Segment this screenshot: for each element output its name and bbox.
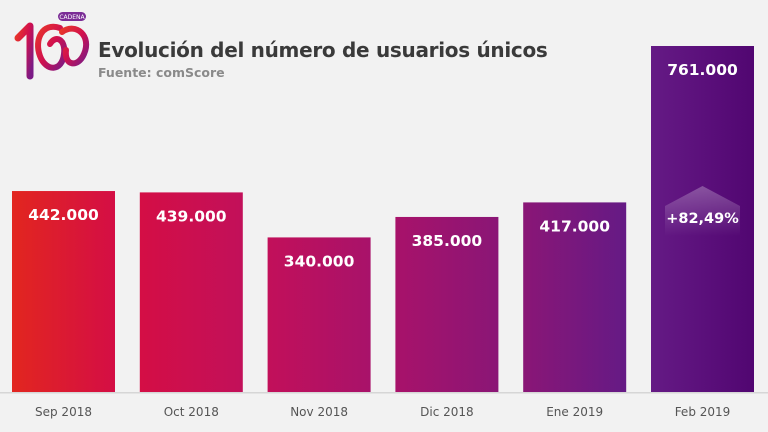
growth-arrow-icon (665, 186, 740, 236)
bar-nov-2018 (267, 237, 371, 392)
x-tick-label: Dic 2018 (420, 405, 474, 419)
cadena-100-logo: CADENA (14, 12, 89, 80)
bar-value-label: 417.000 (539, 217, 610, 235)
x-tick-label: Nov 2018 (290, 405, 348, 419)
bar-oct-2018 (139, 192, 243, 392)
logo-badge (58, 12, 86, 21)
x-tick-label: Oct 2018 (164, 405, 219, 419)
x-tick-label: Ene 2019 (546, 405, 603, 419)
chart-title: Evolución del número de usuarios únicos (98, 38, 548, 62)
bar-ene-2019 (523, 202, 627, 392)
growth-percentage: +82,49% (666, 211, 739, 227)
bar-value-label: 442.000 (28, 206, 99, 224)
bar-value-label: 761.000 (667, 61, 738, 79)
x-tick-label: Feb 2019 (675, 405, 731, 419)
bar-value-label: 439.000 (156, 207, 227, 225)
bar-value-label: 385.000 (412, 232, 483, 250)
x-tick-label: Sep 2018 (35, 405, 92, 419)
bar-sep-2018 (12, 191, 115, 392)
bar-value-label: 340.000 (284, 252, 355, 270)
bar-dic-2018 (395, 216, 499, 392)
chart-source: Fuente: comScore (98, 65, 225, 80)
logo-badge-text: CADENA (59, 14, 85, 21)
